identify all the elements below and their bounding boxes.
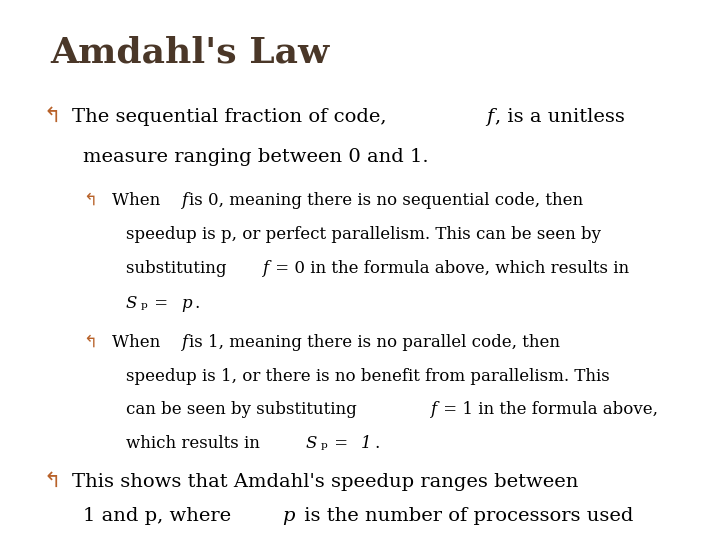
Text: ↰: ↰ xyxy=(43,105,60,125)
Text: , is a unitless: , is a unitless xyxy=(495,107,625,125)
Text: measure ranging between 0 and 1.: measure ranging between 0 and 1. xyxy=(83,148,428,166)
Text: speedup is 1, or there is no benefit from parallelism. This: speedup is 1, or there is no benefit fro… xyxy=(126,368,610,384)
Text: When: When xyxy=(112,192,165,209)
Text: ↰: ↰ xyxy=(83,333,96,350)
Text: p: p xyxy=(181,295,192,312)
Text: f: f xyxy=(263,260,269,276)
Text: f: f xyxy=(181,334,186,350)
Text: is 0, meaning there is no sequential code, then: is 0, meaning there is no sequential cod… xyxy=(189,192,582,209)
Text: ↰: ↰ xyxy=(43,471,60,491)
Text: .: . xyxy=(374,435,379,452)
Text: = 0 in the formula above, which results in: = 0 in the formula above, which results … xyxy=(270,260,629,276)
Text: 1 and p, where: 1 and p, where xyxy=(83,507,237,525)
Text: The sequential fraction of code,: The sequential fraction of code, xyxy=(72,107,392,125)
Text: f: f xyxy=(486,107,493,125)
Text: can be seen by substituting: can be seen by substituting xyxy=(126,401,362,418)
Text: .: . xyxy=(194,295,199,312)
Text: is the number of processors used: is the number of processors used xyxy=(298,507,634,525)
Text: When: When xyxy=(112,334,165,350)
Text: Amdahl's Law: Amdahl's Law xyxy=(50,35,330,69)
Text: =: = xyxy=(329,435,354,452)
Text: substituting: substituting xyxy=(126,260,232,276)
Text: S: S xyxy=(305,435,317,452)
Text: =: = xyxy=(149,295,174,312)
Text: p: p xyxy=(282,507,294,525)
Text: which results in: which results in xyxy=(126,435,265,452)
Text: ₚ: ₚ xyxy=(140,295,148,312)
Text: speedup is p, or perfect parallelism. This can be seen by: speedup is p, or perfect parallelism. Th… xyxy=(126,226,601,243)
Text: This shows that Amdahl's speedup ranges between: This shows that Amdahl's speedup ranges … xyxy=(72,473,578,491)
Text: ↰: ↰ xyxy=(83,191,96,209)
Text: S: S xyxy=(126,295,138,312)
Text: 1: 1 xyxy=(360,435,371,452)
Text: = 1 in the formula above,: = 1 in the formula above, xyxy=(438,401,658,418)
Text: f: f xyxy=(431,401,436,418)
Text: ₚ: ₚ xyxy=(320,435,327,452)
Text: is 1, meaning there is no parallel code, then: is 1, meaning there is no parallel code,… xyxy=(189,334,559,350)
Text: f: f xyxy=(181,192,186,209)
